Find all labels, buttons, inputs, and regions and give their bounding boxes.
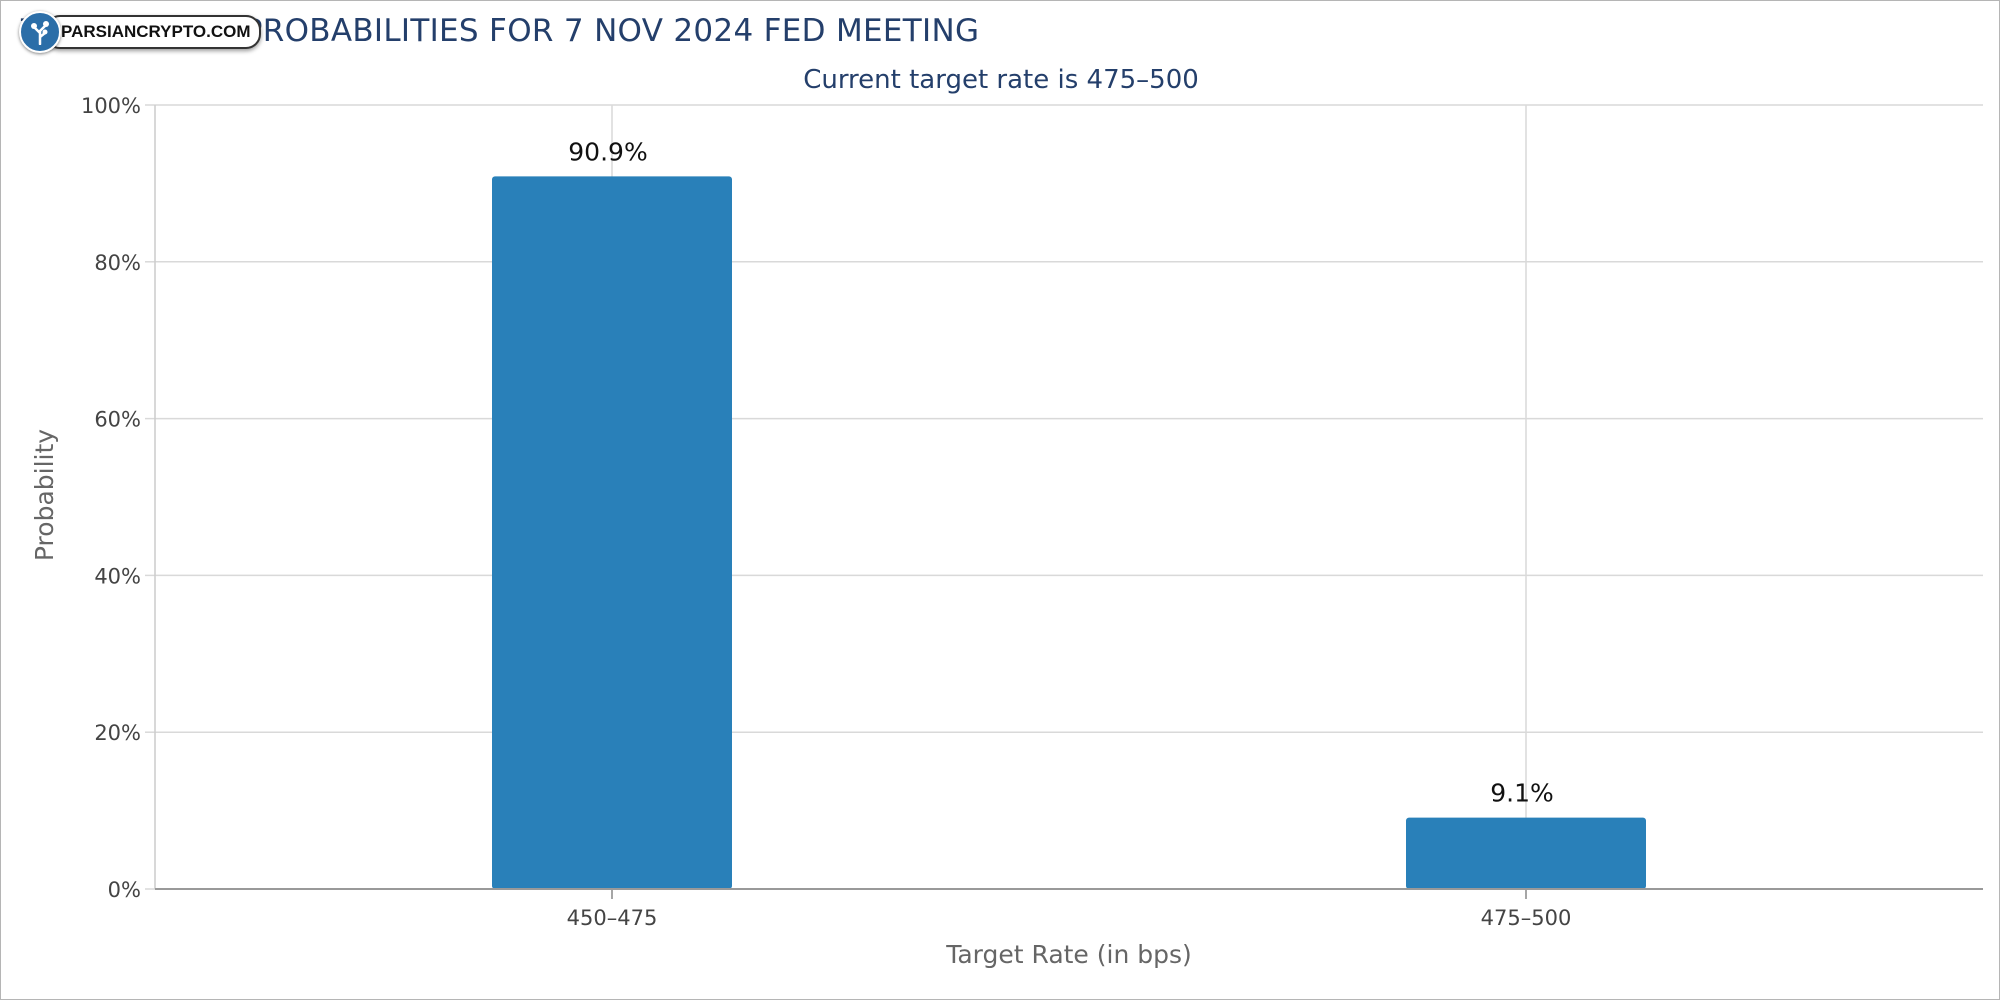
- watermark-text: PARSIANCRYPTO.COM: [45, 15, 261, 49]
- chart-subtitle: Current target rate is 475–500: [803, 65, 1199, 95]
- y-tick-label: 40%: [94, 564, 141, 588]
- x-tick-label: 475–500: [1481, 906, 1572, 930]
- x-tick-label: 450–475: [567, 906, 658, 930]
- y-tick-label: 60%: [94, 408, 141, 432]
- data-label: 90.9%: [568, 137, 647, 166]
- y-axis-label: Probability: [30, 429, 59, 561]
- data-label: 9.1%: [1490, 779, 1554, 808]
- bar: [1406, 817, 1646, 889]
- tree-logo-icon: [19, 11, 61, 53]
- y-tick-label: 20%: [94, 721, 141, 745]
- y-tick-label: 80%: [94, 251, 141, 275]
- y-tick-label: 0%: [108, 878, 141, 902]
- y-tick-label: 100%: [81, 94, 141, 118]
- x-axis-label: Target Rate (in bps): [945, 940, 1192, 969]
- bar: [492, 176, 732, 889]
